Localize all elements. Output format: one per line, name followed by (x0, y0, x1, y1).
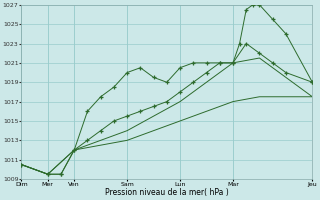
X-axis label: Pression niveau de la mer( hPa ): Pression niveau de la mer( hPa ) (105, 188, 229, 197)
